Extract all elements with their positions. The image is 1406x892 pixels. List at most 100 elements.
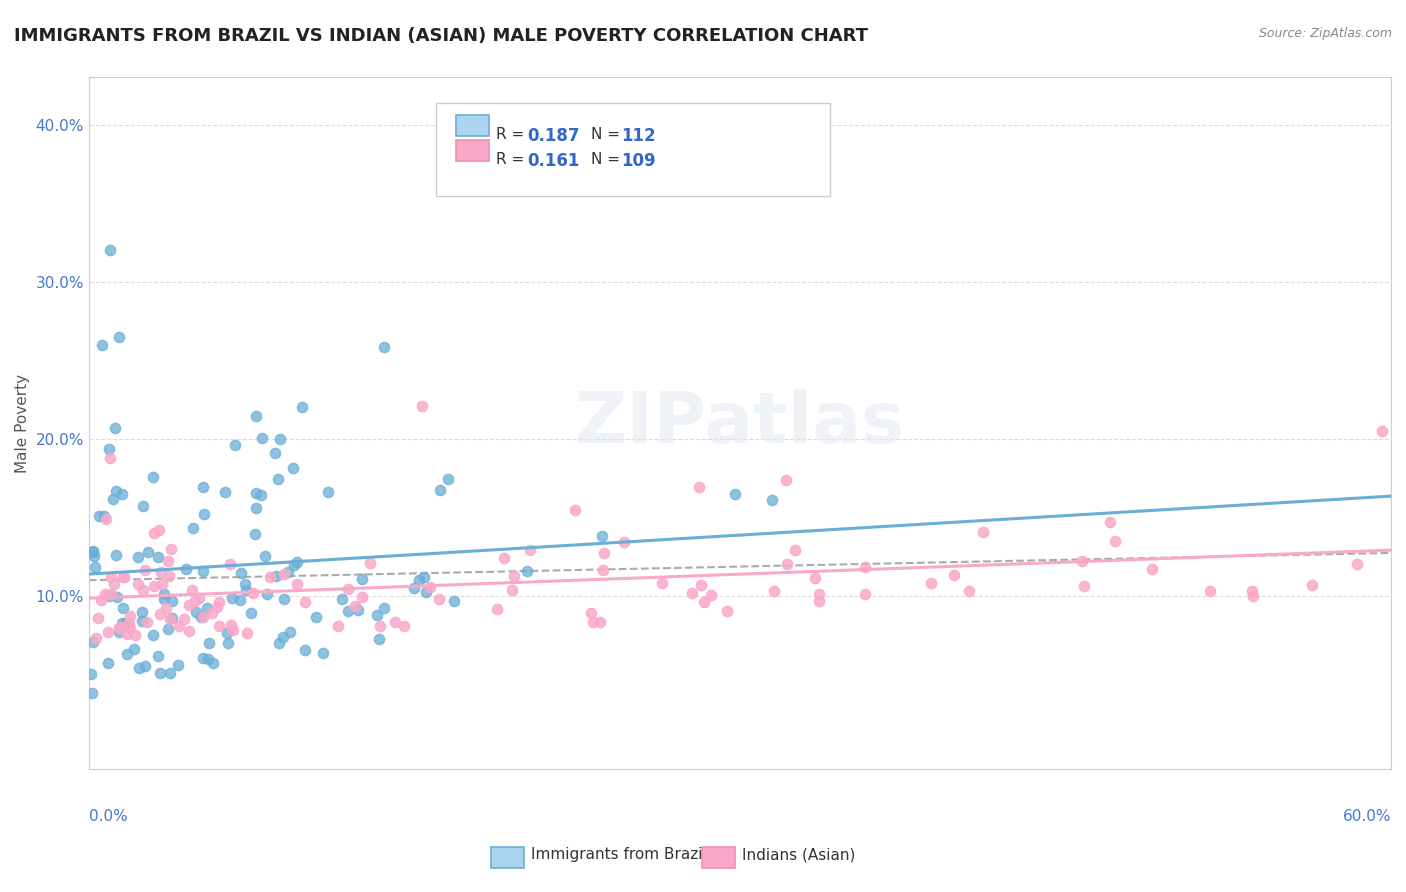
Point bbox=[100, 570, 122, 584]
Point bbox=[107, 624, 129, 639]
Point bbox=[156, 622, 179, 636]
Point bbox=[437, 472, 460, 486]
Point bbox=[352, 590, 374, 604]
Point bbox=[148, 648, 170, 663]
Point bbox=[217, 636, 239, 650]
Point bbox=[128, 660, 150, 674]
Point bbox=[1140, 562, 1163, 576]
Point bbox=[149, 666, 172, 681]
Point bbox=[167, 618, 190, 632]
Point bbox=[1073, 578, 1095, 592]
Point bbox=[943, 567, 966, 582]
Point bbox=[149, 565, 172, 579]
Point bbox=[804, 571, 827, 585]
Point bbox=[82, 635, 104, 649]
Point bbox=[191, 651, 214, 665]
Point bbox=[207, 599, 229, 614]
Point bbox=[219, 618, 242, 632]
Point bbox=[273, 591, 295, 606]
Point bbox=[281, 461, 304, 475]
Point bbox=[692, 595, 714, 609]
Point bbox=[148, 523, 170, 537]
Point bbox=[429, 483, 451, 497]
Point bbox=[415, 584, 437, 599]
Point bbox=[208, 595, 231, 609]
Point bbox=[419, 580, 441, 594]
Point bbox=[235, 577, 257, 591]
Point bbox=[111, 487, 134, 501]
Point bbox=[1104, 534, 1126, 549]
Point bbox=[283, 558, 305, 573]
Point bbox=[291, 401, 314, 415]
Point bbox=[972, 524, 994, 539]
Point bbox=[501, 582, 523, 597]
Point bbox=[332, 591, 354, 606]
Point bbox=[681, 586, 703, 600]
Point bbox=[136, 544, 159, 558]
Point bbox=[294, 595, 316, 609]
Text: ZIPatlas: ZIPatlas bbox=[575, 389, 905, 458]
Point bbox=[392, 618, 415, 632]
Text: R =: R = bbox=[496, 152, 530, 167]
Point bbox=[195, 600, 218, 615]
Point bbox=[231, 566, 253, 581]
Point bbox=[193, 480, 215, 494]
Point bbox=[269, 432, 291, 446]
Point bbox=[724, 487, 747, 501]
Point bbox=[589, 615, 612, 629]
Point bbox=[160, 610, 183, 624]
Point bbox=[134, 658, 156, 673]
Point bbox=[83, 549, 105, 563]
Point bbox=[122, 642, 145, 657]
Point bbox=[153, 587, 176, 601]
Point bbox=[134, 563, 156, 577]
Point bbox=[254, 549, 277, 563]
Point bbox=[443, 593, 465, 607]
Point bbox=[142, 525, 165, 540]
Point bbox=[613, 534, 636, 549]
Point bbox=[188, 591, 211, 605]
Point bbox=[98, 451, 121, 466]
Point bbox=[564, 502, 586, 516]
Point bbox=[519, 542, 541, 557]
Point bbox=[263, 446, 285, 460]
Point bbox=[492, 551, 515, 566]
Point bbox=[411, 399, 433, 413]
Point bbox=[191, 564, 214, 578]
Point bbox=[305, 610, 328, 624]
Point bbox=[716, 604, 738, 618]
Point bbox=[285, 577, 308, 591]
Point bbox=[190, 610, 212, 624]
Point bbox=[111, 615, 134, 630]
Point bbox=[783, 543, 806, 558]
Point bbox=[250, 431, 273, 445]
Point bbox=[142, 469, 165, 483]
Point bbox=[108, 620, 131, 634]
Point bbox=[156, 554, 179, 568]
Text: IMMIGRANTS FROM BRAZIL VS INDIAN (ASIAN) MALE POVERTY CORRELATION CHART: IMMIGRANTS FROM BRAZIL VS INDIAN (ASIAN)… bbox=[14, 27, 868, 45]
Point bbox=[132, 499, 155, 513]
Point bbox=[228, 593, 250, 607]
Point bbox=[359, 556, 381, 570]
Point bbox=[82, 545, 104, 559]
Point bbox=[87, 611, 110, 625]
Text: N =: N = bbox=[591, 127, 624, 142]
Point bbox=[108, 621, 131, 635]
Point bbox=[582, 615, 605, 629]
Point bbox=[267, 636, 290, 650]
Point bbox=[118, 615, 141, 630]
Point bbox=[344, 599, 367, 613]
Point bbox=[184, 605, 207, 619]
Point bbox=[408, 573, 430, 587]
Point bbox=[807, 587, 830, 601]
Text: Source: ZipAtlas.com: Source: ZipAtlas.com bbox=[1258, 27, 1392, 40]
Point bbox=[368, 619, 391, 633]
Point bbox=[143, 579, 166, 593]
Point bbox=[167, 657, 190, 672]
Point bbox=[197, 636, 219, 650]
Point bbox=[1241, 589, 1264, 603]
Point bbox=[149, 607, 172, 622]
Point bbox=[105, 591, 128, 605]
Point bbox=[142, 628, 165, 642]
Text: R =: R = bbox=[496, 127, 530, 142]
